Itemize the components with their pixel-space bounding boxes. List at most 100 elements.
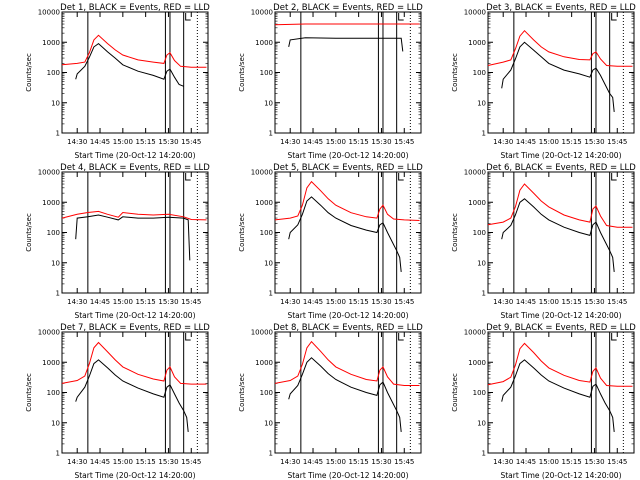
y-tick-label: 1000 <box>42 199 60 207</box>
chart-panel-7: Det 7, BLACK = Events, RED = LLD Counts/s… <box>25 323 210 480</box>
y-tick-label: 10000 <box>464 329 486 337</box>
x-tick-label: 14:30 <box>493 138 513 146</box>
lld-series-line <box>274 340 420 386</box>
x-tick-label: 15:30 <box>158 138 178 146</box>
x-tick-label: 15:45 <box>607 138 627 146</box>
y-tick-label: 1 <box>269 450 273 458</box>
events-series-line <box>501 41 615 112</box>
y-tick-label: 10000 <box>38 329 60 337</box>
events-series-line <box>501 198 615 272</box>
y-tick-label: 10 <box>264 259 273 267</box>
y-tick-label: 100 <box>47 69 60 77</box>
y-tick-label: 100 <box>473 69 486 77</box>
y-tick-label: 1000 <box>255 39 273 47</box>
plot-frame <box>61 171 209 294</box>
x-axis-label: Start Time (20-Oct-12 14:20:00) <box>287 471 408 480</box>
y-tick-label: 10 <box>264 419 273 427</box>
interval-bracket <box>398 13 404 21</box>
y-tick-label: 10 <box>477 99 486 107</box>
plot-frame <box>487 11 635 134</box>
x-tick-label: 15:45 <box>607 458 627 466</box>
y-tick-label: 10000 <box>38 9 60 17</box>
x-tick-label: 15:00 <box>539 458 559 466</box>
plot-frame <box>61 331 209 454</box>
lld-series-line <box>274 180 420 221</box>
x-tick-label: 15:00 <box>326 298 346 306</box>
y-tick-label: 10 <box>477 259 486 267</box>
x-axis-label: Start Time (20-Oct-12 14:20:00) <box>500 311 621 320</box>
y-tick-label: 1 <box>482 130 486 138</box>
chart-title: Det 8, BLACK = Events, RED = LLD <box>273 323 423 333</box>
y-tick-label: 1 <box>482 450 486 458</box>
x-tick-label: 14:30 <box>493 458 513 466</box>
interval-bracket <box>611 13 617 21</box>
x-tick-label: 15:00 <box>539 138 559 146</box>
lld-series-line <box>61 34 207 68</box>
y-tick-label: 1000 <box>255 199 273 207</box>
events-series-line <box>501 359 615 432</box>
lld-series-line <box>61 341 207 385</box>
x-axis-label: Start Time (20-Oct-12 14:20:00) <box>500 471 621 480</box>
x-tick-label: 14:45 <box>90 138 110 146</box>
events-series-line <box>75 359 189 432</box>
y-tick-label: 100 <box>473 229 486 237</box>
y-tick-label: 1000 <box>42 359 60 367</box>
y-tick-label: 1000 <box>42 39 60 47</box>
x-tick-label: 14:45 <box>516 298 536 306</box>
x-tick-label: 14:30 <box>493 298 513 306</box>
x-tick-label: 15:45 <box>181 138 201 146</box>
x-tick-label: 15:15 <box>136 458 156 466</box>
x-tick-label: 15:30 <box>584 458 604 466</box>
y-axis-label: Counts/sec <box>451 373 459 412</box>
y-tick-label: 10000 <box>38 169 60 177</box>
y-tick-label: 10 <box>51 259 60 267</box>
chart-panel-4: Det 4, BLACK = Events, RED = LLD Counts/s… <box>25 163 210 320</box>
y-tick-label: 10 <box>51 419 60 427</box>
interval-bracket <box>185 13 191 21</box>
y-tick-label: 100 <box>473 389 486 397</box>
y-tick-label: 1 <box>56 130 60 138</box>
x-tick-label: 14:45 <box>303 458 323 466</box>
chart-title: Det 1, BLACK = Events, RED = LLD <box>60 3 210 13</box>
y-axis-label: Counts/sec <box>25 373 33 412</box>
y-tick-label: 10000 <box>464 169 486 177</box>
interval-bracket <box>185 173 191 181</box>
x-tick-label: 14:30 <box>280 138 300 146</box>
x-tick-label: 15:15 <box>562 458 582 466</box>
events-series-line <box>288 37 404 52</box>
x-tick-label: 15:15 <box>562 298 582 306</box>
chart-panel-2: Det 2, BLACK = Events, RED = LLD Counts/s… <box>238 3 423 160</box>
plot-frame <box>274 331 422 454</box>
x-tick-label: 15:45 <box>607 298 627 306</box>
y-axis-label: Counts/sec <box>451 53 459 92</box>
y-tick-label: 10000 <box>251 9 273 17</box>
x-tick-label: 15:15 <box>562 138 582 146</box>
lld-series-line <box>487 342 633 387</box>
chart-title: Det 4, BLACK = Events, RED = LLD <box>60 163 210 173</box>
plot-frame <box>274 11 422 134</box>
x-tick-label: 15:15 <box>349 298 369 306</box>
x-tick-label: 15:00 <box>326 138 346 146</box>
chart-title: Det 3, BLACK = Events, RED = LLD <box>486 3 636 13</box>
y-axis-label: Counts/sec <box>238 373 246 412</box>
events-series-line <box>75 42 184 87</box>
x-tick-label: 15:30 <box>371 138 391 146</box>
y-tick-label: 10 <box>51 99 60 107</box>
x-tick-label: 15:45 <box>394 138 414 146</box>
x-tick-label: 15:30 <box>371 458 391 466</box>
x-axis-label: Start Time (20-Oct-12 14:20:00) <box>500 151 621 160</box>
chart-panel-9: Det 9, BLACK = Events, RED = LLD Counts/s… <box>451 323 636 480</box>
x-tick-label: 15:45 <box>394 458 414 466</box>
interval-bracket <box>398 333 404 341</box>
x-tick-label: 15:30 <box>158 298 178 306</box>
chart-panel-6: Det 6, BLACK = Events, RED = LLD Counts/s… <box>451 163 636 320</box>
x-tick-label: 15:00 <box>113 458 133 466</box>
y-tick-label: 1 <box>482 290 486 298</box>
y-tick-label: 1 <box>56 450 60 458</box>
x-tick-label: 14:45 <box>90 458 110 466</box>
chart-panel-8: Det 8, BLACK = Events, RED = LLD Counts/s… <box>238 323 423 480</box>
interval-bracket <box>611 333 617 341</box>
y-axis-label: Counts/sec <box>451 213 459 252</box>
x-tick-label: 14:45 <box>516 138 536 146</box>
